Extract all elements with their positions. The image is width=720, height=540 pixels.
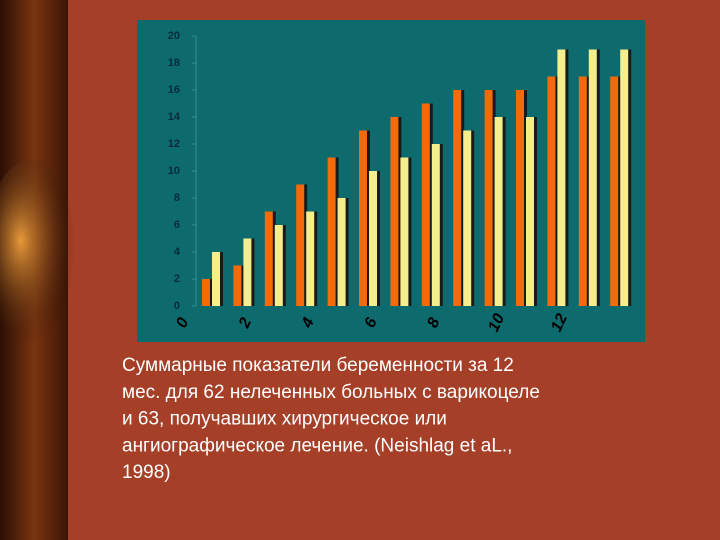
y-tick-label: 18 — [168, 57, 180, 69]
bar — [588, 49, 597, 306]
caption-line: мес. для 62 нелеченных больных с варикоц… — [122, 382, 540, 403]
bar — [547, 76, 556, 306]
bar — [620, 49, 629, 306]
bar — [359, 130, 367, 306]
bar — [274, 225, 283, 306]
y-tick-label: 6 — [174, 219, 180, 231]
y-tick-label: 8 — [174, 192, 180, 204]
bar — [610, 76, 619, 306]
bar — [306, 211, 315, 306]
bar — [243, 238, 252, 306]
bar — [390, 117, 399, 306]
bar — [233, 265, 242, 306]
bar — [296, 184, 305, 306]
x-tick-label: 10 — [485, 311, 508, 334]
bar — [421, 103, 430, 306]
bar — [516, 90, 524, 306]
y-tick-label: 16 — [168, 84, 180, 96]
caption-line: Суммарные показатели беременности за 12 — [122, 355, 514, 376]
caption-line: 1998) — [122, 462, 171, 483]
bar — [578, 76, 587, 306]
bar — [557, 49, 566, 306]
bar — [337, 198, 346, 306]
x-tick-label: 12 — [548, 311, 571, 334]
bar — [526, 117, 534, 306]
y-tick-label: 10 — [168, 165, 180, 177]
bar — [494, 117, 503, 306]
bar — [369, 171, 377, 306]
y-tick-label: 4 — [174, 246, 181, 258]
bar — [202, 279, 210, 306]
caption-line: и 63, получавших хирургическое или — [122, 409, 447, 430]
bar — [431, 144, 440, 306]
bar — [453, 90, 462, 306]
y-tick-label: 12 — [168, 138, 180, 150]
side-glow — [0, 160, 75, 340]
bar — [327, 157, 336, 306]
y-tick-label: 20 — [168, 30, 180, 42]
bar — [212, 252, 220, 306]
bar — [264, 211, 273, 306]
caption-line: ангиографическое лечение. (Neishlag et a… — [122, 435, 512, 456]
y-tick-label: 14 — [168, 111, 181, 123]
bar — [463, 130, 472, 306]
bar — [484, 90, 493, 306]
y-tick-label: 2 — [174, 273, 180, 285]
y-tick-label: 0 — [174, 300, 180, 312]
bar — [400, 157, 409, 306]
